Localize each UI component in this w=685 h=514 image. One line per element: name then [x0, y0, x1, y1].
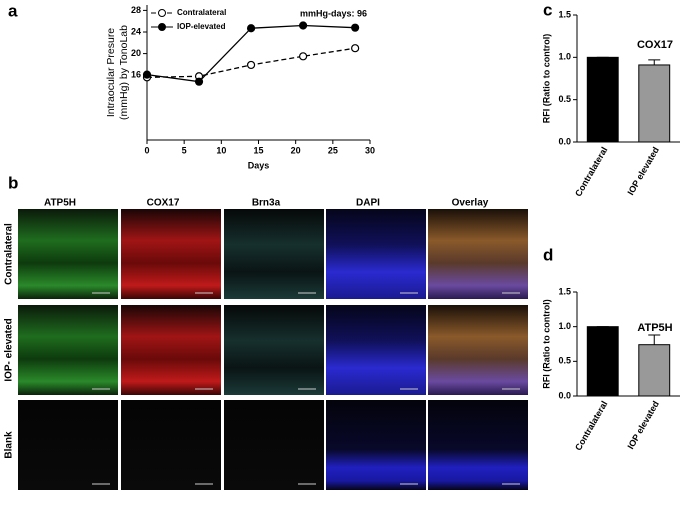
legend-marker: [158, 9, 166, 17]
y-axis-label: RFI (Ratio to control): [541, 34, 551, 124]
column-label: DAPI: [356, 198, 380, 209]
y-tick-label: 1.5: [558, 286, 571, 296]
micrograph: [18, 209, 118, 299]
x-tick-label: 10: [216, 145, 226, 155]
data-point: [299, 21, 308, 30]
y-tick-label: 0.0: [558, 136, 571, 146]
y-tick-label: 24: [131, 26, 141, 36]
bar: [638, 344, 671, 397]
y-tick-label: 1.5: [558, 9, 571, 19]
x-tick-label: IOP elevated: [625, 399, 661, 451]
micrograph: [121, 400, 221, 490]
x-tick-label: Contralateral: [573, 145, 609, 198]
y-tick-label: 1.0: [558, 52, 571, 62]
micrograph: [326, 209, 426, 299]
x-tick-label: Contralateral: [573, 399, 609, 452]
y-tick-label: 20: [131, 48, 141, 58]
column-label: Brn3a: [252, 198, 281, 209]
x-tick-label: 15: [253, 145, 263, 155]
data-point: [142, 70, 152, 79]
column-label: Overlay: [452, 198, 489, 209]
row-label: Contralateral: [4, 223, 15, 285]
data-point: [194, 77, 204, 86]
micrograph: [18, 400, 118, 490]
x-tick-label: 30: [365, 145, 375, 155]
column-label: COX17: [147, 198, 180, 209]
panel-label: b: [8, 173, 18, 192]
y-tick-label: 0.0: [558, 390, 571, 400]
x-axis-label: Days: [248, 160, 270, 170]
data-point: [299, 52, 308, 61]
y-axis-label: Intraocular Presure: [105, 28, 117, 117]
data-point: [351, 23, 360, 32]
annotation: mmHg-days: 96: [300, 8, 367, 18]
y-tick-label: 0.5: [558, 356, 571, 366]
data-point: [351, 44, 360, 53]
error-bar: [648, 59, 661, 65]
y-tick-label: 0.5: [558, 94, 571, 104]
error-bar: [648, 334, 661, 345]
legend-label: IOP-elevated: [177, 22, 226, 31]
y-tick-label: 1.0: [558, 321, 571, 331]
chart-title: ATP5H: [637, 322, 672, 334]
panel-label: a: [8, 1, 18, 20]
x-tick-label: 0: [144, 145, 149, 155]
bar: [638, 64, 671, 143]
micrograph: [428, 305, 528, 395]
legend-label: Contralateral: [177, 8, 226, 17]
micrograph: [121, 305, 221, 395]
micrograph: [224, 209, 324, 299]
micrograph: [18, 305, 118, 395]
micrograph: [224, 400, 324, 490]
micrograph: [224, 305, 324, 395]
panel-label: c: [543, 0, 552, 19]
micrograph: [326, 305, 426, 395]
legend-marker: [158, 23, 166, 31]
panel-label: d: [543, 245, 553, 264]
micrograph: [121, 209, 221, 299]
chart-title: COX17: [637, 39, 673, 51]
micrograph: [428, 400, 528, 490]
x-tick-label: 25: [328, 145, 338, 155]
y-axis-label: RFI (Ratio to control): [541, 299, 551, 389]
column-label: ATP5H: [44, 198, 76, 209]
y-tick-label: 16: [131, 70, 141, 80]
bar: [586, 56, 619, 143]
x-tick-label: 5: [182, 145, 187, 155]
bar: [586, 326, 619, 397]
data-point: [246, 24, 256, 33]
micrograph: [428, 209, 528, 299]
y-axis-label: (mmHg) by TonoLab: [118, 25, 130, 120]
data-point: [246, 60, 256, 70]
x-tick-label: 20: [291, 145, 301, 155]
row-label: Blank: [4, 431, 15, 459]
x-tick-label: IOP elevated: [625, 145, 661, 197]
row-label: IOP- elevated: [4, 318, 15, 381]
y-tick-label: 28: [131, 5, 141, 15]
micrograph: [326, 400, 426, 490]
